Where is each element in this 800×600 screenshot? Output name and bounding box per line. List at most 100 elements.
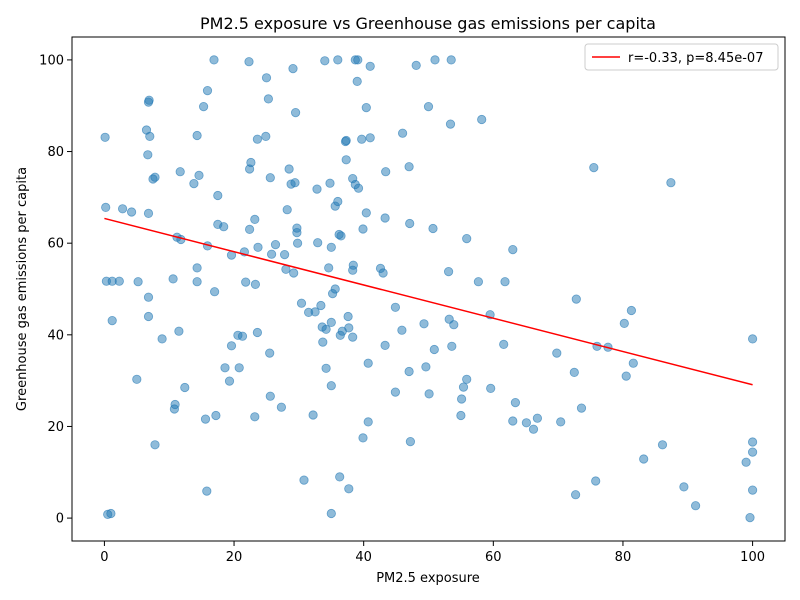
data-point xyxy=(200,414,211,424)
data-point xyxy=(133,277,143,287)
data-point xyxy=(424,389,434,399)
data-point xyxy=(521,418,532,428)
data-point xyxy=(250,214,260,224)
data-point xyxy=(571,294,581,304)
data-point xyxy=(365,133,375,143)
data-point xyxy=(252,134,262,144)
data-point xyxy=(288,64,298,74)
data-point xyxy=(253,242,263,252)
data-point xyxy=(352,76,362,87)
x-axis-ticks: 0 20 40 60 80 100 xyxy=(100,541,765,565)
data-point xyxy=(284,164,294,174)
data-point xyxy=(404,366,414,377)
data-point xyxy=(486,383,496,393)
data-point xyxy=(657,440,668,450)
data-point xyxy=(458,382,469,392)
data-point xyxy=(202,86,213,96)
data-point xyxy=(226,341,237,351)
data-point xyxy=(353,55,363,65)
data-point xyxy=(353,183,364,193)
data-point xyxy=(619,318,629,328)
data-point xyxy=(462,374,472,384)
data-point xyxy=(246,157,256,168)
data-point xyxy=(508,245,518,255)
data-point xyxy=(456,394,467,404)
data-point xyxy=(690,501,701,511)
data-point xyxy=(292,238,303,248)
data-point xyxy=(266,249,277,259)
x-tick-label: 80 xyxy=(615,550,632,565)
data-point xyxy=(279,250,290,260)
data-point xyxy=(532,413,543,423)
data-point xyxy=(747,447,758,457)
chart-title: PM2.5 exposure vs Greenhouse gas emissio… xyxy=(200,14,656,33)
data-point xyxy=(107,315,117,326)
data-point xyxy=(576,403,587,413)
data-point xyxy=(428,223,438,234)
regression-line xyxy=(104,217,753,386)
data-point xyxy=(192,277,202,287)
data-point xyxy=(310,307,320,317)
data-point xyxy=(202,486,212,496)
data-point xyxy=(219,222,229,232)
data-point xyxy=(621,371,631,381)
data-point xyxy=(679,482,689,492)
data-point xyxy=(290,178,300,188)
data-point xyxy=(341,135,351,146)
data-point xyxy=(344,323,354,333)
data-point xyxy=(292,223,302,233)
data-point xyxy=(180,382,190,393)
data-point xyxy=(445,119,456,129)
data-point xyxy=(326,242,336,252)
data-point xyxy=(449,320,459,330)
data-point xyxy=(261,131,271,141)
data-point xyxy=(570,490,581,500)
data-point xyxy=(556,417,566,427)
data-point xyxy=(320,56,330,66)
data-point xyxy=(210,287,220,297)
y-tick-label: 20 xyxy=(47,420,64,435)
data-point xyxy=(552,348,562,358)
y-tick-label: 80 xyxy=(47,145,64,160)
data-point xyxy=(348,260,358,270)
fit-line-layer xyxy=(104,217,753,386)
data-point xyxy=(168,274,178,284)
data-point xyxy=(290,108,301,118)
x-tick-label: 100 xyxy=(740,550,765,565)
data-point xyxy=(324,263,334,273)
data-point xyxy=(456,410,466,421)
data-point xyxy=(150,172,160,182)
data-point xyxy=(378,268,388,278)
data-point xyxy=(333,196,343,207)
data-point xyxy=(341,155,351,165)
data-point xyxy=(419,319,429,329)
data-point xyxy=(145,131,155,141)
data-point xyxy=(344,484,354,494)
data-point xyxy=(741,457,751,467)
data-point xyxy=(405,218,415,229)
y-tick-label: 100 xyxy=(39,53,64,68)
data-point xyxy=(499,339,509,349)
data-point xyxy=(250,412,260,422)
data-point xyxy=(325,178,335,188)
data-point xyxy=(405,436,415,447)
data-point xyxy=(423,102,434,112)
data-point xyxy=(316,300,326,311)
data-point xyxy=(336,231,346,241)
data-point xyxy=(343,311,353,322)
data-point xyxy=(313,238,323,248)
data-point xyxy=(626,305,637,316)
data-point xyxy=(175,167,185,177)
x-tick-label: 0 xyxy=(100,550,108,565)
data-point xyxy=(443,266,454,277)
data-point xyxy=(747,485,758,495)
data-point xyxy=(299,475,309,485)
points-layer xyxy=(100,55,758,523)
plot-frame xyxy=(71,36,786,542)
legend: r=-0.33, p=8.45e-07 xyxy=(584,43,779,71)
data-point xyxy=(261,73,272,83)
data-point xyxy=(639,454,649,464)
data-point xyxy=(500,277,510,287)
